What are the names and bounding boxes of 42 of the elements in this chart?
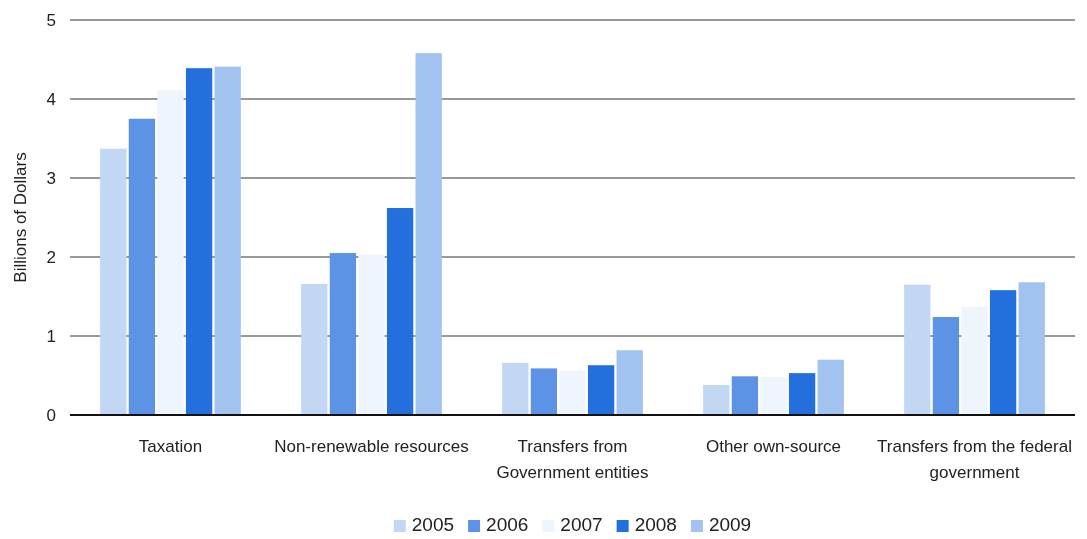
bar	[100, 148, 127, 415]
bar	[587, 365, 615, 415]
x-tick-label: Taxation	[138, 437, 203, 456]
bar	[502, 362, 529, 415]
bar	[817, 359, 844, 415]
bar	[788, 373, 816, 415]
bar	[358, 254, 385, 415]
legend-label: 2008	[634, 514, 677, 535]
y-tick-label: 3	[46, 168, 56, 188]
x-tick-label: Transfers from the federal government	[877, 437, 1072, 482]
bar	[157, 90, 184, 415]
legend-label: 2009	[708, 514, 752, 535]
bar	[329, 253, 357, 415]
bar	[760, 377, 787, 415]
y-axis-title: Billions of Dollars	[11, 152, 30, 283]
x-tick-label: Transfers from Government entities	[496, 437, 649, 482]
y-tick-label: 1	[46, 326, 56, 346]
bar	[559, 370, 586, 415]
y-tick-label: 0	[46, 405, 56, 425]
bar	[301, 283, 328, 415]
bar	[989, 290, 1017, 415]
y-tick-label: 5	[46, 10, 56, 30]
bar	[616, 350, 643, 415]
legend-label: 2006	[486, 514, 529, 535]
bar	[1018, 282, 1045, 415]
y-tick-label: 2	[46, 247, 56, 267]
bar	[961, 306, 988, 415]
bar	[386, 208, 414, 415]
bar	[530, 368, 558, 415]
bar	[904, 284, 931, 415]
bar	[128, 118, 156, 415]
bar	[703, 384, 730, 415]
bar	[731, 376, 759, 415]
x-tick-label: Non-renewable resources	[274, 437, 469, 456]
legend-label: 2007	[560, 514, 603, 535]
legend-label: 2005	[411, 514, 455, 535]
y-tick-label: 4	[46, 89, 56, 109]
x-tick-label: Other own-source	[705, 437, 842, 456]
bar	[932, 317, 960, 415]
bar	[415, 53, 442, 415]
bar	[214, 66, 241, 415]
bar	[185, 68, 213, 415]
